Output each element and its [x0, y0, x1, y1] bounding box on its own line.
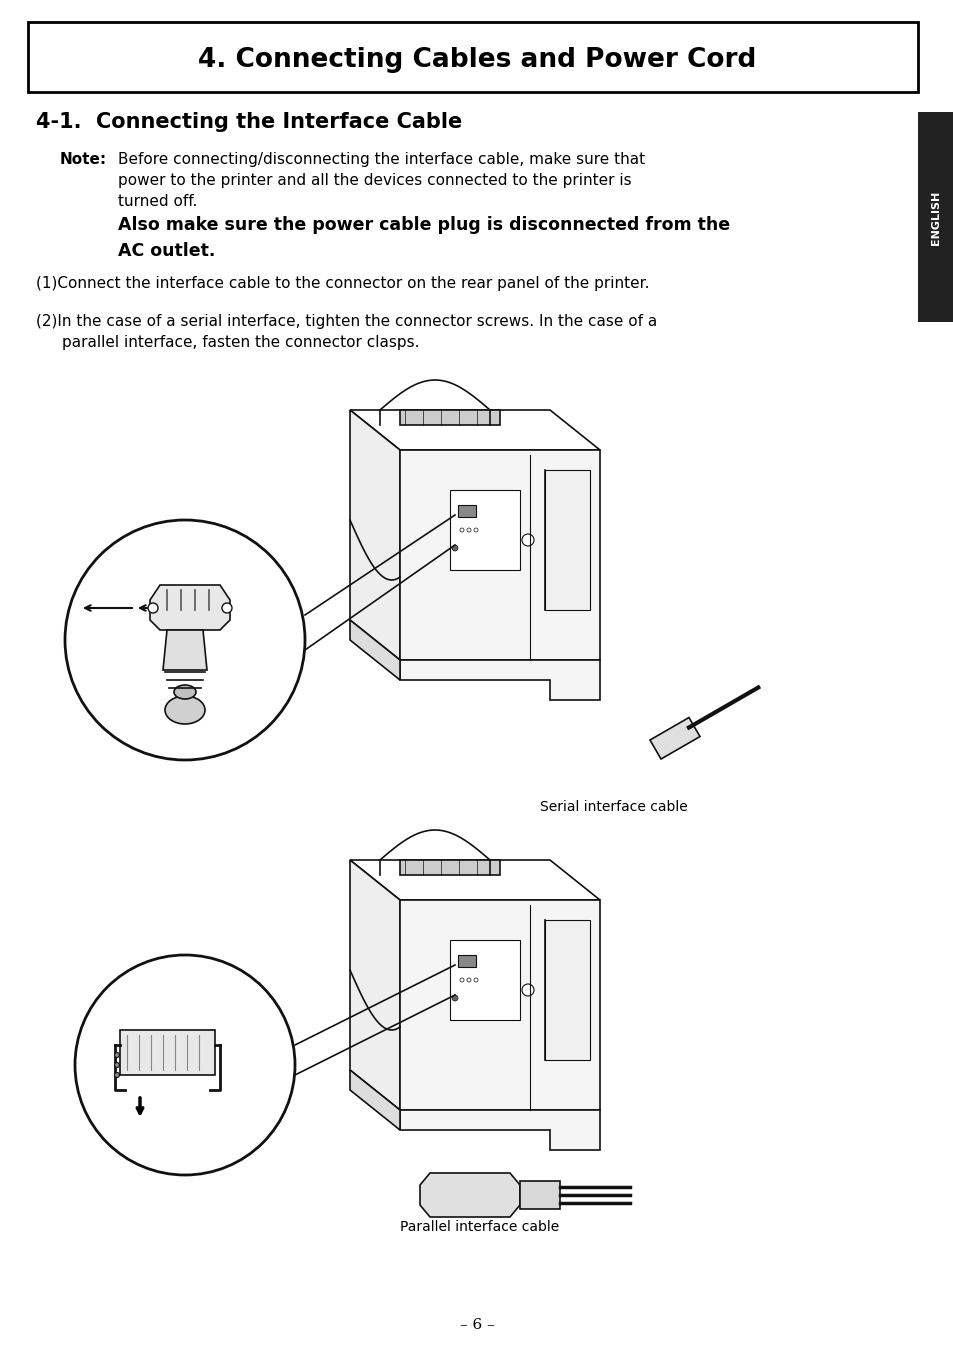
- Bar: [544, 470, 589, 610]
- Circle shape: [65, 520, 305, 760]
- Bar: [457, 505, 476, 518]
- Circle shape: [452, 545, 457, 551]
- Bar: [399, 860, 499, 875]
- Circle shape: [459, 978, 463, 982]
- Polygon shape: [350, 860, 599, 900]
- Text: (2)In the case of a serial interface, tighten the connector screws. In the case : (2)In the case of a serial interface, ti…: [36, 314, 657, 329]
- Text: turned off.: turned off.: [118, 194, 197, 209]
- Polygon shape: [350, 1070, 399, 1130]
- Circle shape: [114, 1062, 119, 1068]
- Circle shape: [114, 1073, 119, 1077]
- Circle shape: [474, 528, 477, 533]
- Text: Also make sure the power cable plug is disconnected from the: Also make sure the power cable plug is d…: [118, 215, 729, 234]
- Circle shape: [459, 528, 463, 533]
- Text: – 6 –: – 6 –: [459, 1318, 494, 1332]
- Polygon shape: [350, 860, 399, 1110]
- Circle shape: [148, 603, 158, 612]
- Polygon shape: [399, 660, 599, 701]
- Circle shape: [75, 955, 294, 1175]
- Polygon shape: [150, 585, 230, 630]
- Polygon shape: [350, 411, 599, 450]
- Polygon shape: [120, 1030, 214, 1075]
- Polygon shape: [350, 621, 399, 680]
- Bar: [450, 940, 519, 1020]
- Text: power to the printer and all the devices connected to the printer is: power to the printer and all the devices…: [118, 173, 631, 188]
- Circle shape: [467, 978, 471, 982]
- Polygon shape: [399, 450, 599, 660]
- Bar: [917, 112, 953, 322]
- Bar: [450, 491, 519, 570]
- Polygon shape: [163, 630, 207, 669]
- Text: (1)Connect the interface cable to the connector on the rear panel of the printer: (1)Connect the interface cable to the co…: [36, 276, 649, 291]
- Circle shape: [521, 534, 534, 546]
- Circle shape: [467, 528, 471, 533]
- Ellipse shape: [165, 696, 205, 724]
- Text: Serial interface cable: Serial interface cable: [539, 799, 687, 814]
- Text: AC outlet.: AC outlet.: [118, 243, 215, 260]
- Bar: [399, 411, 499, 425]
- Circle shape: [521, 984, 534, 996]
- Circle shape: [222, 603, 232, 612]
- Circle shape: [114, 1053, 119, 1057]
- Bar: [457, 955, 476, 967]
- Polygon shape: [399, 900, 599, 1110]
- Text: Before connecting/disconnecting the interface cable, make sure that: Before connecting/disconnecting the inte…: [118, 152, 644, 167]
- Bar: [519, 1182, 559, 1209]
- Polygon shape: [399, 1110, 599, 1150]
- Text: ENGLISH: ENGLISH: [930, 191, 940, 245]
- Text: Note:: Note:: [60, 152, 107, 167]
- Text: parallel interface, fasten the connector clasps.: parallel interface, fasten the connector…: [62, 335, 419, 350]
- Polygon shape: [419, 1173, 519, 1217]
- Polygon shape: [350, 411, 399, 660]
- Bar: [28, 22, 917, 92]
- Text: 4-1.  Connecting the Interface Cable: 4-1. Connecting the Interface Cable: [36, 112, 462, 131]
- Text: Parallel interface cable: Parallel interface cable: [399, 1220, 558, 1234]
- Bar: [649, 718, 700, 759]
- Text: 4. Connecting Cables and Power Cord: 4. Connecting Cables and Power Cord: [197, 47, 756, 73]
- Circle shape: [452, 995, 457, 1001]
- Ellipse shape: [173, 686, 195, 699]
- Circle shape: [474, 978, 477, 982]
- Bar: [544, 920, 589, 1060]
